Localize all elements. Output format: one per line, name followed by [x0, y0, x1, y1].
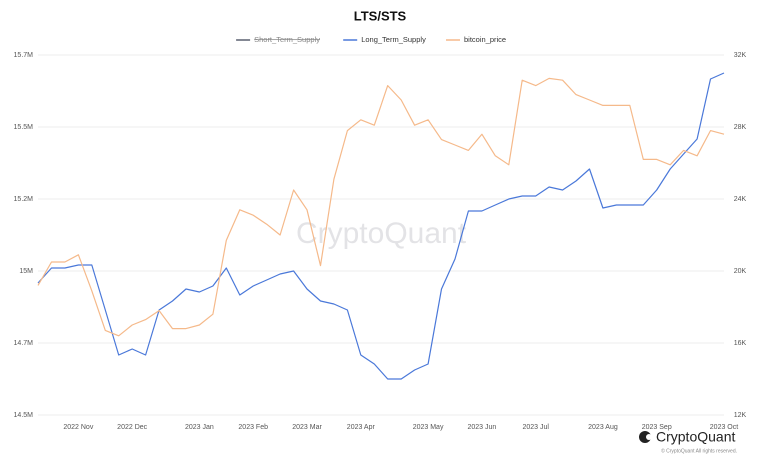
x-tick-label: 2023 Jan	[185, 424, 214, 431]
brand-name: CryptoQuant	[656, 429, 735, 445]
x-tick-label: 2023 Sep	[642, 424, 672, 431]
x-tick-label: 2023 May	[413, 424, 444, 431]
legend-label: bitcoin_price	[464, 35, 506, 44]
y-tick-label: 15.5M	[14, 124, 34, 131]
y2-tick-label: 28K	[734, 124, 747, 131]
x-tick-label: 2022 Nov	[63, 424, 93, 431]
legend-item[interactable]: Long_Term_Supply	[343, 35, 426, 44]
copyright: © CryptoQuant All rights reserved.	[661, 447, 737, 454]
x-tick-label: 2023 Apr	[347, 424, 376, 431]
x-tick-label: 2023 Jul	[522, 424, 549, 431]
logo-icon	[639, 431, 651, 443]
y-tick-label: 15M	[19, 268, 33, 275]
y-tick-label: 15.7M	[14, 52, 34, 59]
x-tick-label: 2023 Mar	[292, 424, 322, 431]
y-tick-label: 14.7M	[14, 340, 34, 347]
chart-title: LTS/STS	[354, 8, 407, 23]
legend-label: Long_Term_Supply	[361, 35, 426, 44]
y2-tick-label: 32K	[734, 52, 747, 59]
y-tick-label: 14.5M	[14, 412, 34, 419]
series-line	[37, 77, 725, 337]
y2-tick-label: 12K	[734, 412, 747, 419]
x-tick-label: 2023 Feb	[238, 424, 268, 431]
x-tick-label: 2023 Jun	[467, 424, 496, 431]
x-tick-label: 2023 Aug	[588, 424, 618, 431]
y-tick-label: 15.2M	[14, 196, 34, 203]
y2-tick-label: 20K	[734, 268, 747, 275]
watermark: CryptoQuant	[296, 217, 467, 250]
x-tick-label: 2022 Dec	[117, 424, 147, 431]
lines	[37, 72, 725, 380]
x-tick-label: 2023 Oct	[710, 424, 738, 431]
y2-tick-label: 16K	[734, 340, 747, 347]
series-line	[37, 72, 725, 380]
y2-tick-label: 24K	[734, 196, 747, 203]
legend-item[interactable]: bitcoin_price	[446, 35, 506, 44]
labels: 14.5M 14.7M 15M 15.2M 15.5M 15.7M 12K 16K 20K 24K…	[14, 52, 747, 431]
legend: Short_Term_Supply Long_Term_Supply bitcoin…	[236, 35, 506, 44]
logo-icon-cut	[646, 434, 652, 440]
brand-logo: CryptoQuant © CryptoQuant All rights res…	[639, 429, 737, 454]
legend-label: Short_Term_Supply	[254, 35, 320, 44]
grid	[38, 54, 724, 416]
legend-item[interactable]: Short_Term_Supply	[236, 35, 320, 44]
